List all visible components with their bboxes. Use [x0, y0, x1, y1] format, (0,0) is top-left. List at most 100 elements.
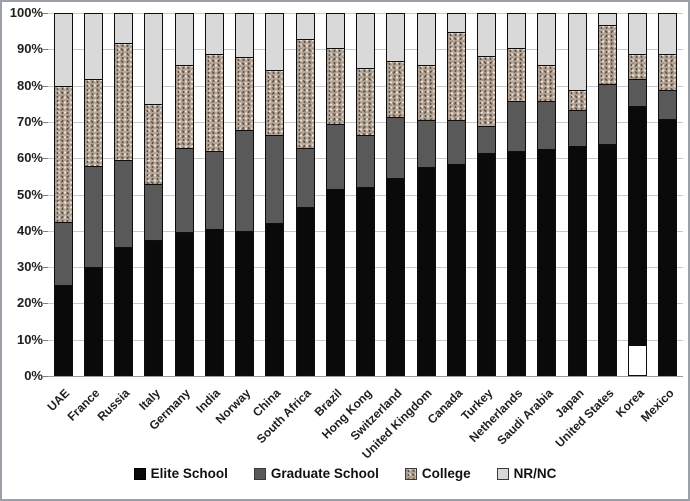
legend-item-nr-nc: NR/NC [496, 466, 557, 481]
bar-switzerland [386, 13, 406, 376]
bar-segment-college [54, 86, 72, 222]
bar-segment-elite-school [659, 118, 677, 375]
bar-segment-elite-school [115, 246, 133, 375]
bar-netherlands [507, 13, 527, 376]
y-axis-tick [43, 230, 48, 232]
y-axis-tick [43, 194, 48, 196]
legend-item-graduate-school: Graduate School [253, 466, 379, 481]
y-axis-tick-label: 60% [16, 150, 43, 166]
bar-segment-nr-nc [508, 14, 526, 49]
bar-segment-college [236, 57, 253, 130]
bar-segment-graduate-school [447, 120, 465, 164]
bar-segment-graduate-school [387, 116, 405, 179]
y-axis-tick [43, 13, 48, 14]
bar-segment-college [478, 55, 495, 126]
bar-segment-elite-school [326, 189, 344, 375]
bar-segment-college [175, 64, 193, 148]
y-axis-tick [43, 158, 48, 160]
bar-china [265, 13, 285, 376]
bar-segment-graduate-school [115, 160, 133, 247]
y-axis-tick [43, 376, 48, 377]
bar-segment-elite-school [236, 230, 253, 375]
bar-segment-nr-nc [145, 14, 163, 105]
bar-segment-college [387, 60, 405, 117]
bar-segment-graduate-school [175, 147, 193, 233]
bar-segment-college [145, 104, 163, 184]
bar-segment-nr-nc [387, 14, 405, 61]
bar-segment-graduate-school [236, 129, 253, 231]
bar-norway [235, 13, 254, 376]
x-axis-line [48, 376, 683, 377]
bar-segment-graduate-school [266, 134, 284, 224]
bar-segment-college [115, 42, 133, 161]
bar-segment-graduate-school [145, 183, 163, 240]
bar-segment-elite-school [417, 167, 435, 375]
bar-turkey [477, 13, 496, 376]
legend-label: College [421, 466, 471, 481]
bar-segment-nr-nc [417, 14, 435, 65]
bar-segment-college [326, 48, 344, 125]
bar-segment-elite-school [568, 145, 586, 375]
bar-segment-elite-school [538, 149, 556, 375]
bar-segment-graduate-school [538, 100, 556, 150]
bar-segment-graduate-school [54, 221, 72, 285]
y-axis-tick-label: 0% [24, 368, 43, 383]
bar-segment-college [598, 24, 616, 85]
bar-segment-elite-school [145, 239, 163, 375]
bar-segment-elite-school [478, 152, 495, 375]
bar-segment-elite-school [357, 187, 374, 375]
bar-segment-nr-nc [175, 14, 193, 65]
legend-item-elite-school: Elite School [133, 466, 228, 481]
bar-italy [144, 13, 164, 376]
x-axis-label: Mexico [638, 386, 677, 425]
bar-segment-graduate-school [659, 89, 677, 119]
bar-france [83, 13, 103, 376]
bar-segment-graduate-school [84, 165, 102, 267]
bar-segment-nr-nc [629, 14, 647, 54]
bar-segment-graduate-school [629, 78, 647, 107]
bar-segment-graduate-school [568, 109, 586, 146]
bar-india [204, 13, 224, 376]
bar-segment-nr-nc [357, 14, 374, 69]
bar-segment-college [629, 53, 647, 79]
bar-segment-graduate-school [598, 84, 616, 144]
bar-segment-college [357, 68, 374, 135]
y-axis-tick-label: 50% [16, 186, 43, 202]
legend-label: NR/NC [513, 466, 557, 481]
bar-segment-college [296, 39, 314, 148]
bar-saudi-arabia [537, 13, 557, 376]
bar-united-kingdom [416, 13, 436, 376]
bar-segment-elite-school [84, 266, 102, 375]
y-axis-tick-label: 70% [16, 113, 43, 129]
bar-segment-graduate-school [417, 120, 435, 168]
bar-segment-elite-school [205, 228, 223, 375]
bar-segment-college [84, 78, 102, 166]
bar-segment-college [205, 53, 223, 152]
legend-item-college: College [404, 466, 471, 481]
bar-segment-nr-nc [568, 14, 586, 90]
y-axis-tick [43, 339, 48, 341]
bar-hong-kong [356, 13, 375, 376]
bar-segment-college [659, 53, 677, 90]
bar-segment-graduate-school [205, 151, 223, 229]
bar-segment-nr-nc [478, 14, 495, 56]
bar-segment-elite-school [598, 143, 616, 375]
y-axis-tick [43, 85, 48, 87]
bar-canada [446, 13, 466, 376]
bar-segment-elite-school [266, 223, 284, 375]
bar-brazil [325, 13, 345, 376]
y-axis-tick-label: 90% [16, 41, 43, 57]
y-axis-tick [43, 121, 48, 123]
bar-segment-college [508, 48, 526, 101]
bar-segment-nr-nc [54, 14, 72, 87]
bar-segment-elite-school [629, 106, 647, 347]
bar-segment-nr-nc [447, 14, 465, 33]
bar-segment-nr-nc [205, 14, 223, 54]
bar-segment-nr-nc [84, 14, 102, 79]
bar-segment-nr-nc [659, 14, 677, 54]
bar-united-states [597, 13, 617, 376]
y-axis-tick-label: 80% [16, 77, 43, 93]
y-axis-tick-label: 20% [16, 295, 43, 311]
bar-mexico [658, 13, 678, 376]
